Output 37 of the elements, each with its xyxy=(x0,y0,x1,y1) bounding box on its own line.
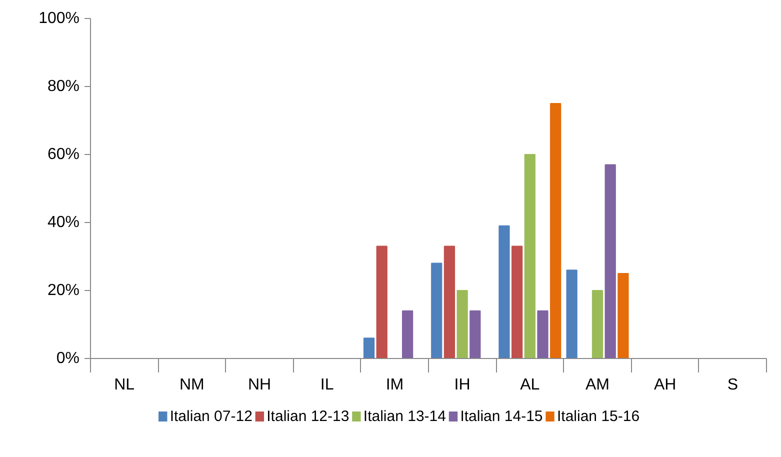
x-tick-label: S xyxy=(727,376,738,394)
y-tick-label: 100% xyxy=(38,10,80,27)
bar xyxy=(592,290,604,358)
x-tick-label: AM xyxy=(586,376,610,394)
x-tick-label: AH xyxy=(654,376,676,394)
x-tick-label: NM xyxy=(179,376,204,394)
bar xyxy=(402,310,414,358)
x-tick-label: NH xyxy=(248,376,272,394)
bar xyxy=(431,262,442,358)
bar xyxy=(470,310,481,358)
bar xyxy=(604,164,616,358)
legend-label: Italian 12-13 xyxy=(266,408,350,425)
x-tick-label: IM xyxy=(386,376,404,394)
bar xyxy=(537,310,548,358)
bar xyxy=(456,290,468,358)
bar xyxy=(511,246,523,358)
bar xyxy=(444,246,456,358)
y-tick-label: 80% xyxy=(47,78,80,95)
bar xyxy=(376,246,388,358)
x-tick-label: IL xyxy=(320,376,334,394)
bar xyxy=(550,103,562,358)
y-tick-label: 40% xyxy=(47,214,80,231)
y-tick-label: 20% xyxy=(47,282,80,299)
legend-label: Italian 14-15 xyxy=(460,408,543,425)
x-tick-label: AL xyxy=(520,376,540,394)
x-tick-label: NL xyxy=(114,376,135,394)
bar xyxy=(566,270,578,358)
bar xyxy=(363,338,375,358)
y-tick-label: 60% xyxy=(47,146,80,163)
legend-label: Italian 07-12 xyxy=(170,408,252,425)
x-tick-label: IH xyxy=(454,376,470,394)
bar xyxy=(498,225,510,358)
bar xyxy=(618,273,629,358)
bar xyxy=(524,154,536,358)
legend-label: Italian 15-16 xyxy=(557,408,640,425)
y-tick-label: 0% xyxy=(56,350,80,367)
legend-label: Italian 13-14 xyxy=(363,408,446,425)
